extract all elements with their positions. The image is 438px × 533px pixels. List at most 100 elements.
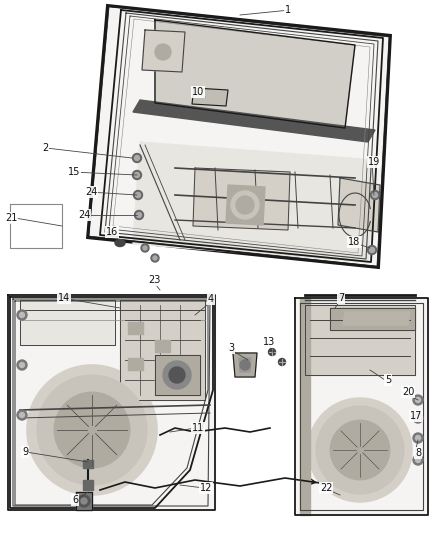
Circle shape bbox=[54, 392, 130, 468]
Circle shape bbox=[137, 213, 141, 217]
Circle shape bbox=[155, 44, 171, 60]
Text: 13: 13 bbox=[263, 337, 275, 347]
Text: 15: 15 bbox=[68, 167, 81, 177]
Circle shape bbox=[133, 154, 141, 163]
Circle shape bbox=[231, 191, 259, 219]
Circle shape bbox=[308, 398, 412, 502]
Circle shape bbox=[135, 192, 141, 198]
Polygon shape bbox=[142, 30, 185, 72]
Circle shape bbox=[133, 171, 141, 180]
Circle shape bbox=[236, 196, 254, 214]
Circle shape bbox=[372, 192, 378, 198]
Polygon shape bbox=[300, 298, 310, 515]
Polygon shape bbox=[120, 300, 205, 400]
Ellipse shape bbox=[115, 239, 125, 246]
Circle shape bbox=[151, 254, 159, 262]
Polygon shape bbox=[338, 178, 380, 232]
Circle shape bbox=[134, 211, 144, 220]
Text: 4: 4 bbox=[208, 294, 214, 304]
Circle shape bbox=[141, 244, 149, 252]
Circle shape bbox=[413, 413, 423, 423]
Polygon shape bbox=[295, 298, 428, 515]
Circle shape bbox=[413, 395, 423, 405]
Circle shape bbox=[143, 246, 147, 250]
Text: 6: 6 bbox=[72, 495, 78, 505]
Text: 5: 5 bbox=[385, 375, 391, 385]
Text: 3: 3 bbox=[228, 343, 234, 353]
Text: 1: 1 bbox=[285, 5, 291, 15]
Circle shape bbox=[17, 310, 27, 320]
Circle shape bbox=[240, 360, 250, 370]
Polygon shape bbox=[226, 185, 265, 225]
Text: 18: 18 bbox=[348, 237, 360, 247]
Polygon shape bbox=[155, 355, 200, 395]
Polygon shape bbox=[10, 204, 62, 248]
Text: 16: 16 bbox=[106, 227, 118, 237]
Circle shape bbox=[17, 410, 27, 420]
Polygon shape bbox=[233, 353, 257, 377]
Circle shape bbox=[78, 495, 90, 507]
Text: 24: 24 bbox=[85, 187, 97, 197]
Circle shape bbox=[169, 367, 185, 383]
Polygon shape bbox=[76, 492, 92, 510]
Polygon shape bbox=[83, 460, 93, 468]
Text: 8: 8 bbox=[415, 448, 421, 458]
Text: 12: 12 bbox=[200, 483, 212, 493]
Circle shape bbox=[20, 413, 25, 417]
Circle shape bbox=[134, 156, 139, 160]
Circle shape bbox=[268, 349, 276, 356]
Polygon shape bbox=[193, 168, 290, 230]
Polygon shape bbox=[133, 100, 375, 142]
Circle shape bbox=[134, 190, 142, 199]
Polygon shape bbox=[8, 295, 215, 510]
Text: 14: 14 bbox=[58, 293, 70, 303]
Circle shape bbox=[371, 190, 379, 199]
Polygon shape bbox=[155, 20, 355, 128]
Circle shape bbox=[134, 173, 139, 177]
Circle shape bbox=[17, 360, 27, 370]
Polygon shape bbox=[20, 300, 115, 345]
Circle shape bbox=[413, 433, 423, 443]
Circle shape bbox=[370, 247, 374, 253]
Circle shape bbox=[413, 455, 423, 465]
Circle shape bbox=[20, 312, 25, 318]
Text: 20: 20 bbox=[402, 387, 414, 397]
Circle shape bbox=[37, 375, 147, 485]
Polygon shape bbox=[192, 88, 228, 106]
Circle shape bbox=[416, 457, 420, 463]
Circle shape bbox=[279, 359, 286, 366]
Polygon shape bbox=[128, 358, 143, 370]
Circle shape bbox=[416, 398, 420, 402]
Circle shape bbox=[330, 420, 390, 480]
Text: 2: 2 bbox=[42, 143, 48, 153]
Polygon shape bbox=[83, 480, 93, 490]
Text: 7: 7 bbox=[338, 293, 344, 303]
Text: 11: 11 bbox=[192, 423, 204, 433]
Text: 9: 9 bbox=[22, 447, 28, 457]
Polygon shape bbox=[155, 20, 355, 128]
Circle shape bbox=[316, 406, 404, 494]
Polygon shape bbox=[133, 142, 375, 262]
Circle shape bbox=[27, 365, 157, 495]
Polygon shape bbox=[88, 5, 390, 268]
Circle shape bbox=[20, 362, 25, 367]
Circle shape bbox=[153, 256, 157, 260]
Text: 22: 22 bbox=[320, 483, 332, 493]
Text: 17: 17 bbox=[410, 411, 422, 421]
Circle shape bbox=[416, 435, 420, 440]
Circle shape bbox=[81, 498, 87, 504]
Circle shape bbox=[163, 361, 191, 389]
Text: 24: 24 bbox=[78, 210, 90, 220]
Polygon shape bbox=[239, 358, 251, 372]
Circle shape bbox=[367, 246, 377, 254]
Circle shape bbox=[416, 416, 420, 421]
Polygon shape bbox=[343, 312, 410, 325]
Text: 19: 19 bbox=[368, 157, 380, 167]
Polygon shape bbox=[100, 10, 383, 262]
Text: 23: 23 bbox=[148, 275, 160, 285]
Text: 21: 21 bbox=[5, 213, 18, 223]
Polygon shape bbox=[330, 308, 415, 330]
Polygon shape bbox=[10, 297, 213, 508]
Polygon shape bbox=[128, 322, 143, 334]
Polygon shape bbox=[155, 340, 170, 352]
